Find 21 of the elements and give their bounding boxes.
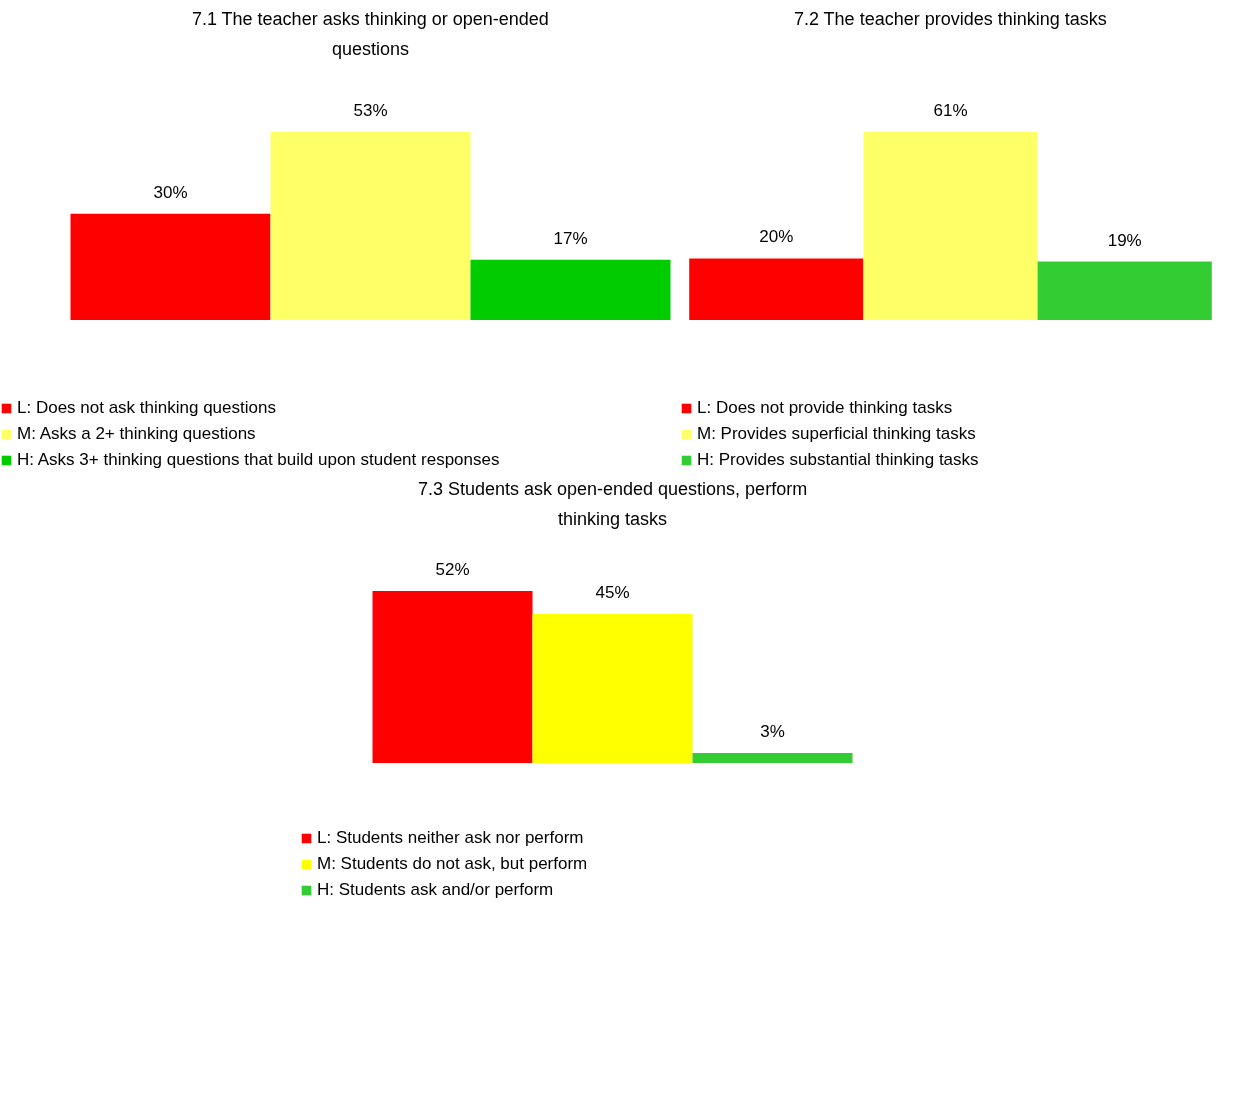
legend-label: H: Provides substantial thinking tasks bbox=[697, 450, 979, 470]
chart-title: 7.2 The teacher provides thinking tasks bbox=[793, 8, 1107, 29]
data-label: 45% bbox=[595, 583, 630, 603]
data-label: 61% bbox=[933, 101, 968, 121]
legend-label: L: Does not ask thinking questions bbox=[17, 398, 276, 418]
legend-label: M: Students do not ask, but perform bbox=[317, 854, 588, 874]
data-label: 52% bbox=[435, 559, 470, 579]
data-label: 3% bbox=[760, 721, 785, 741]
data-label: 20% bbox=[759, 227, 794, 247]
chart-title: 7.3 Students ask open-ended questions, perform thinking tasks bbox=[417, 478, 808, 529]
legend-label: L: Does not provide thinking tasks bbox=[697, 398, 953, 418]
legend-label: M: Provides superficial thinking tasks bbox=[697, 424, 976, 444]
data-label: 30% bbox=[153, 182, 188, 202]
legend-label: H: Asks 3+ thinking questions that build upon student responses bbox=[17, 450, 500, 470]
legend-label: L: Students neither ask nor perform bbox=[317, 828, 584, 848]
data-label: 53% bbox=[353, 101, 388, 121]
legend-label: H: Students ask and/or perform bbox=[317, 880, 554, 900]
data-label: 17% bbox=[553, 228, 588, 248]
chart-title: 7.1 The teacher asks thinking or open-ended questions bbox=[191, 8, 549, 59]
legend-label: M: Asks a 2+ thinking questions bbox=[17, 424, 256, 444]
data-label: 19% bbox=[1107, 230, 1142, 250]
